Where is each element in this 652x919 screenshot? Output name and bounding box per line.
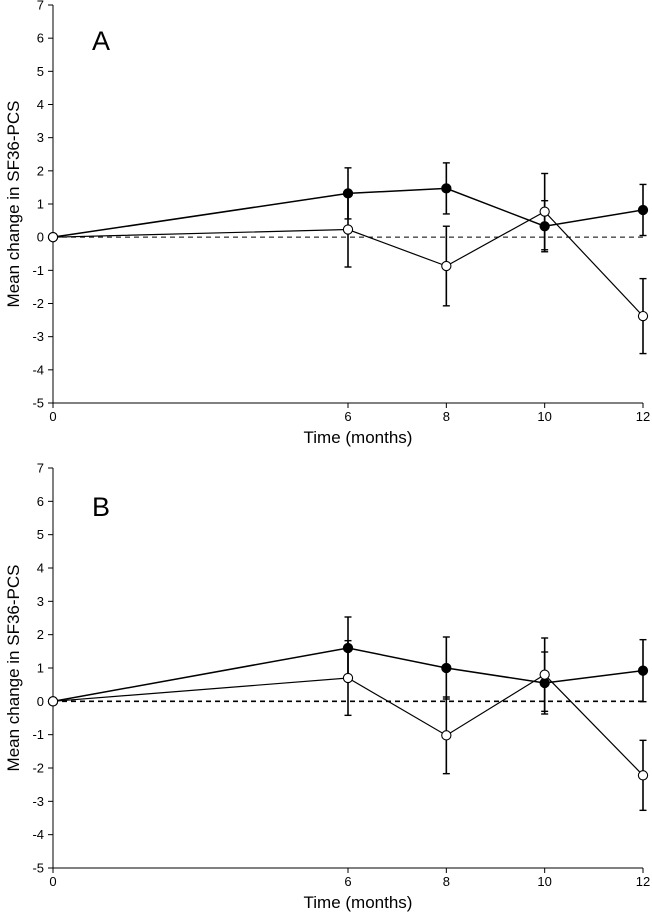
y-tick-label: -4 [32,827,44,842]
y-tick-label: 1 [37,661,44,676]
y-tick-label: 1 [37,197,44,212]
y-tick-label: 2 [37,163,44,178]
data-point-open [441,260,452,272]
x-tick-label: 8 [443,409,450,424]
x-tick-label: 12 [636,874,650,889]
y-tick-label: -1 [32,727,44,742]
data-point-open [637,770,649,781]
x-tick-label: 8 [443,874,450,889]
data-point-open [342,672,354,684]
data-point-filled [342,188,354,199]
y-tick-label: -5 [32,861,44,876]
y-tick-label: -3 [32,329,44,344]
y-tick-label: -4 [32,362,44,377]
y-tick-label: 4 [37,561,44,576]
x-axis-title: Time (months) [304,428,413,447]
data-point-open [47,232,59,243]
data-point-open [441,730,452,741]
x-tick-label: 0 [49,874,56,889]
y-tick-label: -5 [32,396,44,411]
y-tick-label: -3 [32,794,44,809]
x-tick-label: 12 [636,409,650,424]
y-tick-label: -1 [32,263,44,278]
y-tick-label: 3 [37,594,44,609]
data-point-filled [441,183,452,194]
y-tick-label: 5 [37,64,44,79]
y-tick-label: -2 [32,296,44,311]
y-tick-label: 0 [37,230,44,245]
x-axis-title: Time (months) [304,893,413,912]
panel-label: B [92,492,110,522]
y-tick-label: -2 [32,761,44,776]
data-point-open [342,224,354,235]
y-tick-label: 0 [37,694,44,709]
x-tick-label: 10 [537,409,551,424]
y-tick-label: 3 [37,130,44,145]
x-tick-label: 6 [344,409,351,424]
y-tick-label: 7 [37,461,44,476]
data-point-filled [342,642,354,654]
data-point-filled [637,665,649,676]
y-tick-label: 6 [37,31,44,46]
data-point-open [539,669,550,680]
data-point-open [539,206,550,217]
data-point-filled [637,204,649,216]
data-point-open [637,310,649,322]
panel-label: A [92,26,110,56]
y-axis-title: Mean change in SF36-PCS [4,101,23,308]
data-point-filled [539,221,550,232]
y-tick-label: 5 [37,527,44,542]
y-tick-label: 6 [37,494,44,509]
data-point-filled [441,662,452,674]
data-point-open [47,696,59,707]
y-axis-title: Mean change in SF36-PCS [4,565,23,772]
y-tick-label: 2 [37,627,44,642]
x-tick-label: 6 [344,874,351,889]
x-tick-label: 10 [537,874,551,889]
y-tick-label: 7 [37,0,44,13]
y-tick-label: 4 [37,97,44,112]
x-tick-label: 0 [49,409,56,424]
